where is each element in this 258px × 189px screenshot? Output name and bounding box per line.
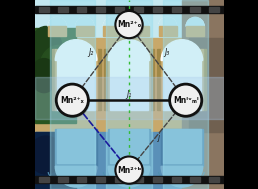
Bar — [182, 0, 223, 189]
Wedge shape — [55, 40, 97, 60]
Bar — [108, 49, 150, 110]
Text: j: j — [158, 133, 160, 143]
Bar — [172, 7, 181, 12]
Bar — [106, 0, 152, 189]
Wedge shape — [108, 40, 150, 60]
Circle shape — [58, 86, 90, 118]
Bar — [97, 49, 101, 110]
Bar — [134, 177, 143, 182]
Wedge shape — [48, 18, 66, 26]
Wedge shape — [108, 166, 150, 187]
Bar — [35, 38, 223, 132]
Bar — [77, 177, 86, 182]
Text: Mn²⁺ᵇ: Mn²⁺ᵇ — [117, 166, 141, 175]
Text: Mn²⁺ₒ: Mn²⁺ₒ — [117, 20, 141, 29]
Bar — [52, 49, 55, 110]
Bar — [203, 49, 206, 110]
Bar — [190, 7, 200, 12]
Bar — [110, 129, 148, 163]
Bar — [157, 49, 161, 110]
Bar — [189, 38, 223, 132]
Bar — [39, 7, 49, 12]
Text: Mn²⁺ₓ: Mn²⁺ₓ — [60, 96, 84, 105]
Ellipse shape — [40, 45, 78, 87]
Bar — [35, 0, 223, 53]
Bar — [35, 6, 223, 13]
Bar — [108, 129, 150, 166]
Ellipse shape — [29, 136, 63, 174]
Ellipse shape — [31, 59, 57, 93]
Bar — [186, 26, 204, 36]
Bar — [35, 176, 223, 183]
Bar — [96, 7, 105, 12]
Bar — [35, 28, 76, 123]
Bar — [103, 26, 121, 36]
Bar — [104, 49, 108, 110]
Bar — [35, 77, 223, 119]
Bar — [150, 49, 154, 110]
Bar — [50, 0, 95, 189]
Circle shape — [115, 11, 143, 38]
Bar — [161, 129, 203, 166]
Ellipse shape — [29, 26, 63, 79]
Bar — [76, 26, 94, 36]
Bar — [55, 49, 97, 110]
Wedge shape — [159, 18, 176, 26]
Circle shape — [115, 156, 143, 184]
Bar — [58, 177, 68, 182]
Bar — [134, 7, 143, 12]
Bar — [163, 129, 201, 163]
Bar — [153, 177, 162, 182]
Bar — [190, 177, 200, 182]
Text: J₂: J₂ — [88, 48, 94, 57]
Bar — [163, 0, 208, 189]
Bar — [115, 7, 124, 12]
Wedge shape — [186, 18, 204, 26]
Circle shape — [117, 12, 144, 40]
Bar — [161, 49, 203, 110]
Bar — [57, 60, 95, 110]
Bar — [55, 129, 97, 166]
Wedge shape — [55, 166, 97, 187]
Bar — [131, 26, 149, 36]
Bar — [35, 132, 76, 189]
Bar — [35, 132, 223, 189]
Wedge shape — [103, 18, 121, 26]
Wedge shape — [131, 18, 149, 26]
Circle shape — [170, 84, 202, 116]
Wedge shape — [161, 166, 203, 187]
Text: J₁: J₁ — [126, 90, 132, 99]
Wedge shape — [161, 40, 203, 60]
Bar — [209, 177, 219, 182]
Circle shape — [117, 158, 144, 185]
Bar — [110, 60, 148, 110]
Text: Mnᴵᵛₘᴵ: Mnᴵᵛₘᴵ — [173, 96, 199, 105]
Bar — [209, 7, 219, 12]
Text: J₃: J₃ — [164, 48, 170, 57]
Bar — [115, 177, 124, 182]
Wedge shape — [76, 18, 94, 26]
Bar — [153, 7, 162, 12]
Bar — [48, 26, 66, 36]
Bar — [159, 26, 176, 36]
Bar — [96, 177, 105, 182]
Bar — [58, 7, 68, 12]
Bar — [39, 177, 49, 182]
Bar — [77, 7, 86, 12]
Bar — [172, 177, 181, 182]
Bar — [163, 60, 201, 110]
Circle shape — [171, 86, 203, 118]
Circle shape — [56, 84, 88, 116]
Bar — [57, 129, 95, 163]
